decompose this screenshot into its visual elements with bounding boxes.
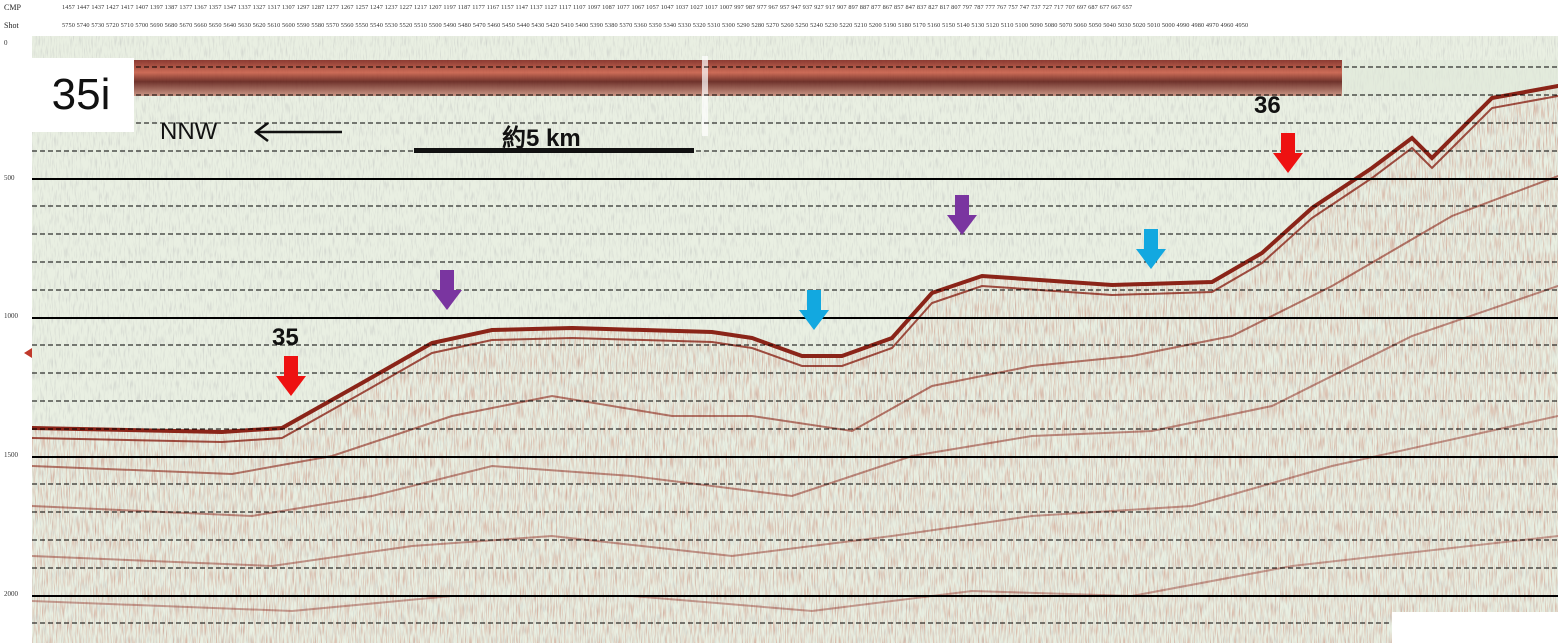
purple-arrow-icon (432, 270, 462, 310)
y-tick-1000: 1000 (4, 312, 18, 320)
y-tick-1500: 1500 (4, 451, 18, 459)
panel-tag-box: 35i (28, 58, 134, 132)
y-tick-2000: 2000 (4, 590, 18, 598)
depth-axis: 0 500 1000 1500 2000 (0, 36, 32, 643)
blue-arrow-icon (1136, 229, 1166, 269)
red-arrow-icon (276, 356, 306, 396)
seismic-section (32, 36, 1558, 643)
horizon-label-35: 35 (272, 324, 299, 351)
y-tick-0: 0 (4, 39, 8, 47)
depth-marker-icon (24, 348, 32, 358)
seismic-image (32, 36, 1558, 643)
corner-inset (1392, 612, 1558, 643)
scale-bar (414, 148, 694, 153)
shot-row-label: Shot (4, 21, 19, 30)
red-arrow-icon (1273, 133, 1303, 173)
cmp-row-values: 1457 1447 1437 1427 1417 1407 1397 1387 … (62, 4, 1133, 11)
cmp-row-label: CMP (4, 3, 21, 12)
scale-bar-label: 約5 km (502, 125, 581, 152)
shot-row-values: 5750 5740 5730 5720 5710 5700 5690 5680 … (62, 22, 1249, 29)
horizon-label-36: 36 (1254, 92, 1281, 119)
direction-arrow-icon (253, 122, 342, 142)
direction-label: NNW (160, 118, 218, 145)
trace-header: CMP 1457 1447 1437 1427 1417 1407 1397 1… (0, 0, 1558, 36)
panel-tag: 35i (51, 70, 111, 119)
purple-arrow-icon (947, 195, 977, 235)
y-tick-500: 500 (4, 174, 15, 182)
blue-arrow-icon (799, 290, 829, 330)
